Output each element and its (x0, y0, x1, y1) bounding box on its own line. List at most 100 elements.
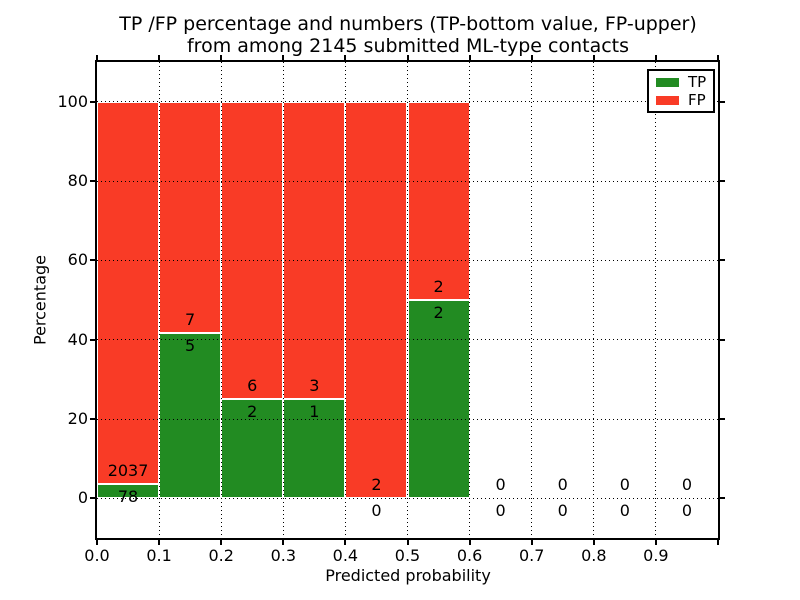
x-tick-mark (592, 540, 595, 545)
tp-bar-segment (283, 399, 346, 499)
plot-area: TP FP 2037 78 7 5 6 2 3 1 2 0 2 2 0 0 0 0 0 0 0 0 (95, 60, 720, 540)
tp-bar-segment (159, 333, 222, 499)
tp-count-label: 1 (309, 402, 320, 422)
fp-count-label: 0 (495, 475, 506, 495)
y-tick-mark (90, 180, 95, 182)
x-axis-label: Predicted probability (325, 566, 491, 585)
fp-bar-segment (407, 101, 470, 300)
x-gridline (655, 62, 657, 538)
chart-title: TP /FP percentage and numbers (TP-bottom… (8, 13, 800, 57)
x-gridline (407, 62, 408, 538)
fp-count-label: 2 (433, 277, 444, 296)
x-tick-mark-top (717, 55, 719, 60)
tp-legend-swatch (656, 77, 679, 87)
tp-count-label: 2 (433, 303, 444, 322)
y-tick-mark-right (720, 259, 725, 262)
x-tick-mark-top (158, 55, 161, 60)
x-gridline (344, 62, 346, 538)
x-tick-label: 0.8 (581, 546, 607, 565)
fp-count-label: 7 (185, 310, 196, 330)
chart-title-line1: TP /FP percentage and numbers (TP-bottom… (119, 13, 697, 35)
y-tick-mark-right (720, 418, 725, 420)
y-tick-label: 0 (77, 488, 88, 508)
tp-count-label: 0 (495, 501, 506, 521)
x-gridline (531, 62, 533, 538)
x-gridline (469, 62, 471, 538)
x-gridline (158, 62, 160, 538)
x-tick-mark (158, 540, 161, 545)
fp-count-label: 0 (557, 475, 568, 495)
fp-count-label: 2037 (107, 460, 149, 480)
chart-title-line2: from among 2145 submitted ML-type contac… (186, 35, 630, 57)
x-tick-mark (468, 540, 471, 545)
tp-count-label: 5 (185, 336, 196, 356)
fp-bar-segment (159, 101, 222, 334)
y-tick-mark (90, 338, 95, 341)
y-tick-mark-right (720, 497, 725, 500)
y-tick-mark-right (720, 100, 725, 103)
fp-count-label: 2 (371, 475, 382, 495)
x-tick-mark (654, 540, 657, 545)
tp-count-label: 0 (681, 501, 693, 521)
x-gridline (220, 62, 222, 538)
legend-entry-fp: FP (656, 91, 706, 109)
tp-count-label: 0 (371, 501, 382, 521)
y-tick-mark (90, 497, 95, 500)
x-tick-mark-top (220, 55, 223, 60)
x-tick-mark-top (406, 55, 409, 60)
fp-legend-label: FP (688, 91, 706, 109)
x-tick-mark-top (468, 55, 471, 60)
y-tick-mark (90, 418, 95, 420)
x-tick-label: 0.6 (456, 546, 483, 565)
x-tick-mark (344, 540, 347, 545)
y-tick-label: 60 (67, 250, 88, 270)
fp-count-label: 6 (247, 376, 258, 396)
tp-bar-segment (407, 300, 470, 499)
tp-bar-segment (221, 399, 284, 499)
x-tick-mark (96, 540, 98, 545)
x-tick-label: 0.7 (518, 546, 545, 565)
y-tick-mark (90, 100, 95, 103)
tp-count-label: 0 (557, 501, 568, 521)
x-tick-mark-top (344, 55, 347, 60)
tp-count-label: 78 (117, 486, 139, 506)
x-tick-mark (406, 540, 409, 545)
tp-legend-label: TP (688, 73, 707, 91)
legend-entry-tp: TP (656, 73, 706, 91)
x-tick-label: 0.3 (270, 546, 297, 565)
x-tick-mark (220, 540, 223, 545)
fp-count-label: 0 (619, 475, 630, 495)
y-tick-label: 20 (67, 409, 88, 428)
x-gridline (593, 62, 595, 538)
fp-count-label: 0 (681, 475, 693, 495)
tp-bar-segment (97, 483, 160, 499)
x-tick-label: 0.1 (146, 546, 172, 565)
x-tick-mark-top (96, 55, 98, 60)
fp-bar-segment (221, 101, 284, 400)
x-tick-mark (717, 540, 719, 545)
x-tick-label: 0.9 (643, 546, 669, 565)
x-tick-mark-top (592, 55, 595, 60)
x-tick-mark-top (530, 55, 533, 60)
fp-bar-segment (97, 101, 160, 484)
y-tick-label: 40 (67, 329, 88, 349)
fp-bar-segment (345, 101, 408, 499)
x-tick-mark-top (282, 55, 285, 60)
x-tick-label: 0.4 (332, 546, 359, 565)
fp-bar-segment (283, 101, 346, 400)
fp-legend-swatch (656, 95, 679, 105)
fp-count-label: 3 (309, 376, 320, 396)
y-tick-mark-right (720, 180, 725, 182)
x-tick-label: 0.5 (394, 546, 421, 565)
x-gridline (282, 62, 284, 538)
y-tick-mark (90, 259, 95, 262)
y-tick-label: 80 (67, 171, 88, 190)
x-tick-mark (530, 540, 533, 545)
x-tick-label: 0.0 (84, 546, 110, 565)
x-tick-mark-top (654, 55, 657, 60)
tp-count-label: 2 (247, 402, 258, 422)
y-tick-label: 100 (57, 91, 88, 111)
x-tick-label: 0.2 (208, 546, 234, 565)
tp-count-label: 0 (619, 501, 630, 521)
